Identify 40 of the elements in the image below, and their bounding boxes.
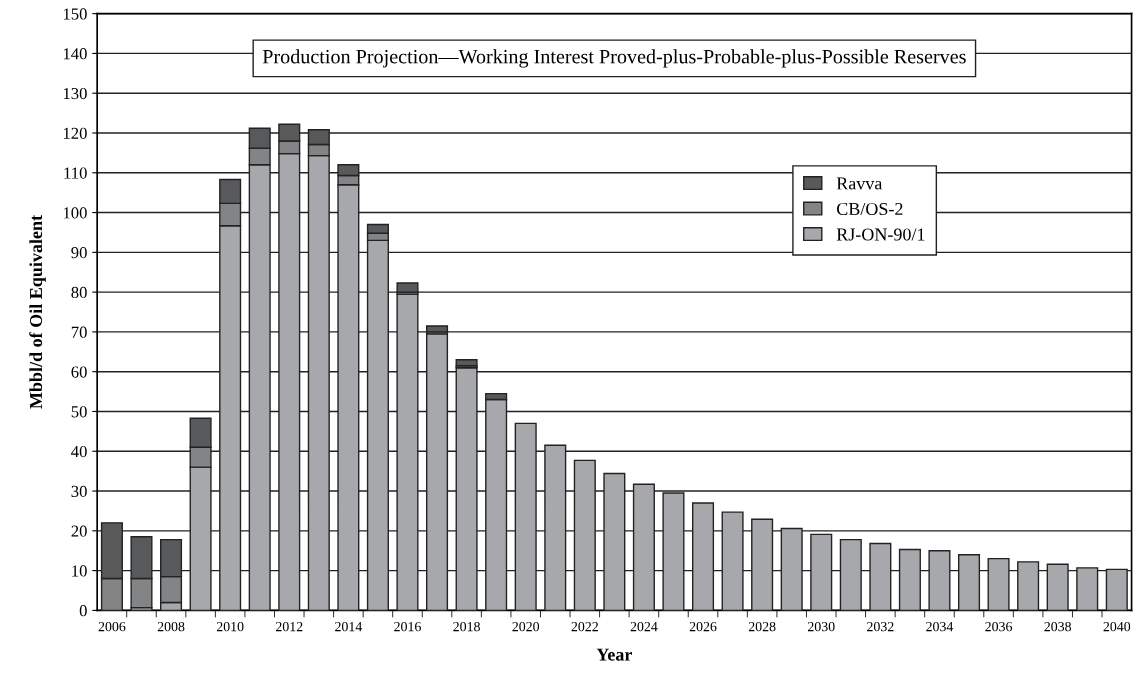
y-tick-label: 20 [71, 525, 87, 537]
x-tick-label: 2028 [748, 621, 776, 632]
x-tick-label: 2008 [157, 621, 185, 632]
x-tick-label: 2010 [216, 621, 244, 632]
x-tick-label: 2022 [571, 621, 598, 632]
y-tick-label: 0 [79, 605, 87, 617]
y-tick-label: 150 [63, 8, 87, 20]
legend-label: RJ-ON-90/1 [836, 228, 925, 241]
y-tick-label: 110 [64, 167, 87, 179]
x-tick-label: 2020 [512, 621, 540, 632]
y-tick-label: 90 [71, 247, 87, 259]
y-axis-title: Mbbl/d of Oil Equivalent [29, 215, 46, 409]
x-axis-title: Year [596, 648, 633, 661]
x-tick-label: 2032 [867, 621, 894, 632]
x-tick-label: 2024 [630, 621, 658, 632]
y-tick-label: 80 [71, 286, 87, 299]
x-tick-label: 2036 [985, 621, 1013, 632]
y-tick-label: 100 [63, 207, 87, 219]
y-tick-label: 130 [63, 87, 87, 100]
x-tick-label: 2034 [926, 621, 954, 632]
x-tick-label: 2038 [1044, 621, 1072, 632]
y-tick-label: 140 [63, 48, 87, 60]
y-tick-label: 60 [71, 366, 87, 378]
x-tick-label: 2030 [807, 621, 835, 632]
y-tick-label: 120 [63, 127, 87, 139]
x-tick-label: 2026 [689, 621, 717, 632]
y-tick-label: 50 [71, 406, 87, 418]
x-tick-label: 2016 [394, 621, 421, 632]
x-tick-label: 2018 [453, 621, 480, 632]
x-tick-label: 2006 [98, 621, 126, 632]
x-tick-label: 2014 [335, 621, 363, 632]
y-tick-label: 70 [71, 326, 87, 338]
y-tick-label: 10 [72, 565, 87, 577]
legend-label: CB/OS-2 [836, 202, 903, 216]
x-tick-label: 2012 [275, 621, 303, 632]
text: Production Projection—Working Interest Proved-plus-Probable-plus-Possible Reserves [262, 49, 966, 68]
x-tick-label: 2040 [1103, 621, 1131, 632]
y-tick-label: 40 [71, 445, 87, 458]
legend-label: Ravva [836, 177, 883, 190]
y-tick-label: 30 [71, 485, 87, 497]
